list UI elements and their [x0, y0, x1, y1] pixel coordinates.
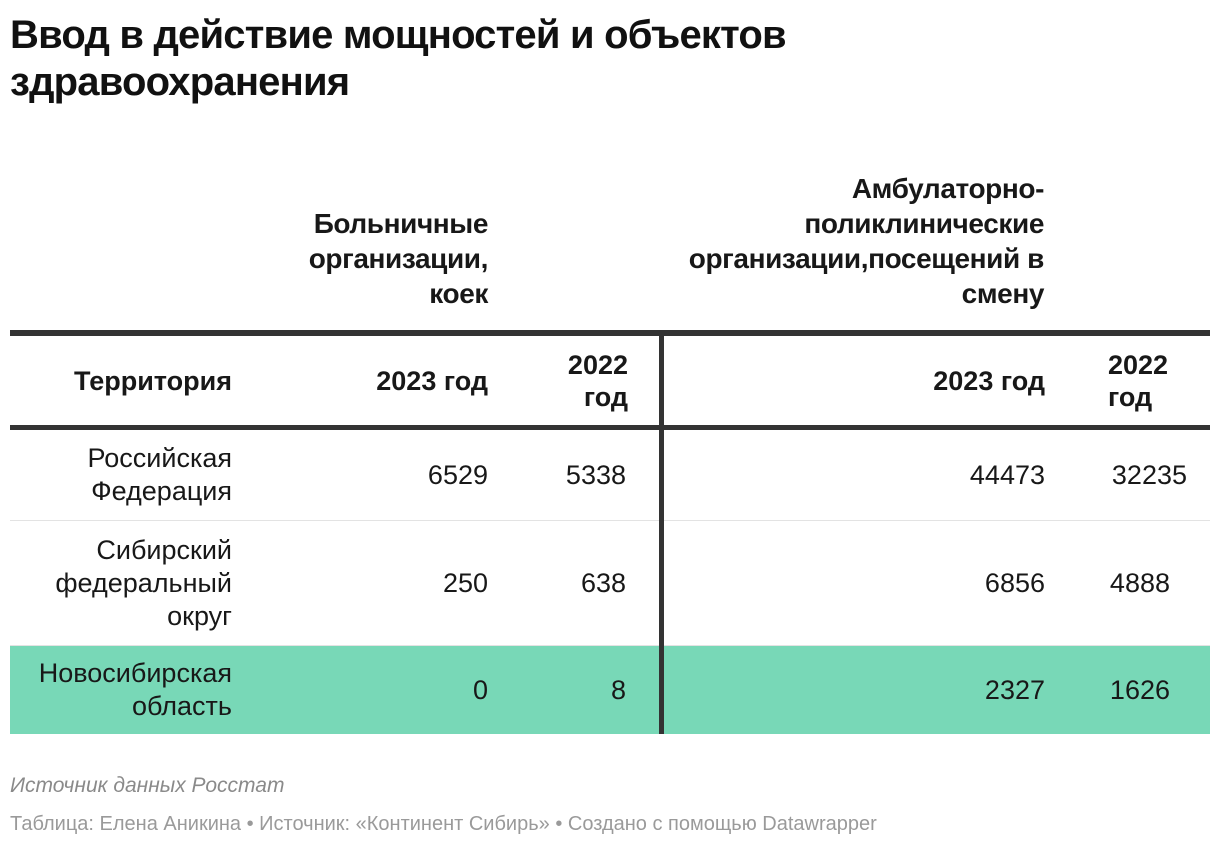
- byline: Таблица: Елена Аникина • Источник: «Конт…: [10, 813, 877, 835]
- table-top-rule: [10, 330, 1210, 336]
- cell-amb-2023: 44473: [969, 459, 1045, 490]
- cell-hosp-2023: 6529: [427, 459, 488, 490]
- column-group-outpatient: Амбулаторно-поликлинические организации,…: [688, 173, 1045, 309]
- header-territory: Территория: [74, 365, 232, 396]
- cell-hosp-2023: 250: [442, 567, 488, 598]
- cell-territory: Новосибирская область: [38, 658, 232, 721]
- header-amb-2023: 2023 год: [933, 365, 1045, 396]
- source-notes: Источник данных Росстат: [10, 774, 285, 797]
- cell-territory: Сибирский федеральный округ: [55, 534, 232, 631]
- cell-amb-2023: 2327: [984, 674, 1045, 705]
- cell-hosp-2023: 0: [472, 674, 488, 705]
- cell-amb-2022: 32235: [1111, 459, 1187, 490]
- cell-amb-2023: 6856: [984, 567, 1045, 598]
- header-bottom-rule: [10, 425, 1210, 430]
- header-hosp-2022: 2022 год: [567, 349, 628, 412]
- row-divider: [10, 520, 1210, 521]
- row-divider: [10, 645, 1210, 646]
- column-group-hospitals: Больничные организации, коек: [308, 208, 489, 309]
- cell-hosp-2022: 8: [610, 674, 626, 705]
- cell-amb-2022: 4888: [1109, 567, 1170, 598]
- chart-title: Ввод в действие мощностей и объектов здр…: [10, 13, 787, 104]
- highlight-row-background: [10, 646, 1210, 734]
- cell-hosp-2022: 638: [580, 567, 626, 598]
- header-hosp-2023: 2023 год: [376, 365, 488, 396]
- cell-territory: Российская Федерация: [87, 443, 232, 506]
- cell-hosp-2022: 5338: [565, 459, 626, 490]
- column-group-separator: [659, 336, 664, 734]
- cell-amb-2022: 1626: [1109, 674, 1170, 705]
- header-amb-2022: 2022 год: [1108, 349, 1169, 412]
